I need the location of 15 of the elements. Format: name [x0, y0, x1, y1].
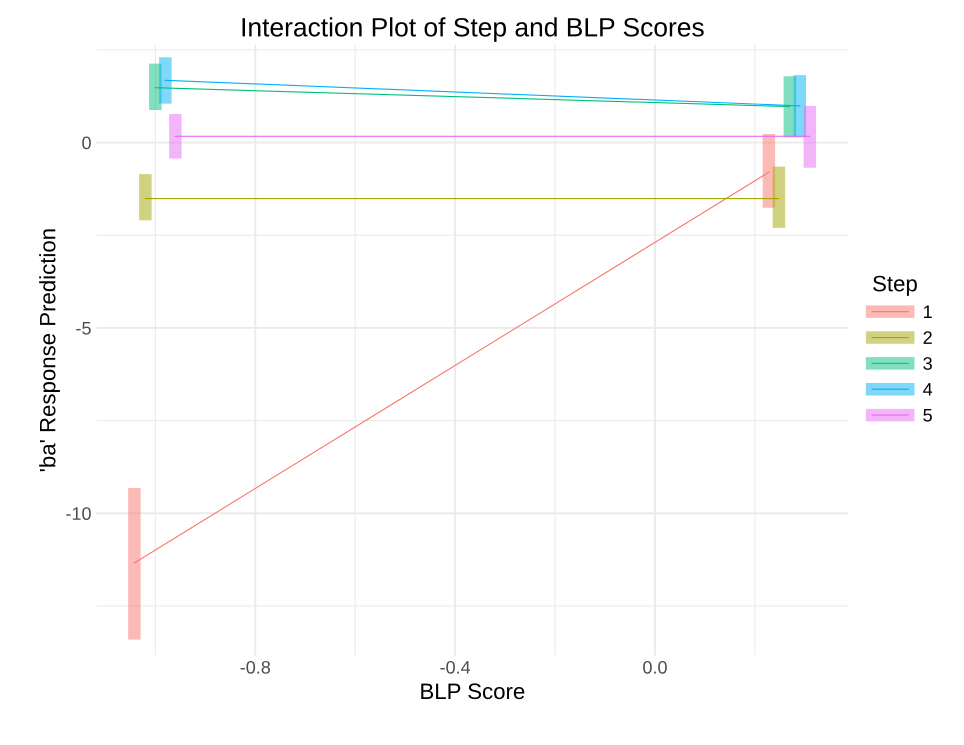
chart-title: Interaction Plot of Step and BLP Scores — [242, 17, 704, 42]
x-tick-label: -0.4 — [440, 660, 470, 674]
legend-label: 3 — [923, 357, 932, 370]
y-tick-label: 0 — [82, 136, 91, 150]
x-tick-label: 0.0 — [643, 660, 667, 674]
legend-title: Step — [873, 276, 917, 296]
legend-label: 2 — [924, 331, 932, 344]
legend-label: 5 — [923, 408, 932, 422]
y-tick-label: -10 — [66, 507, 91, 520]
y-tick-label: -5 — [76, 322, 91, 335]
x-tick-label: -0.8 — [240, 660, 270, 674]
y-axis-title: 'ba' Response Prediction — [39, 229, 60, 472]
legend-label: 1 — [924, 306, 932, 318]
x-axis-title: BLP Score — [421, 683, 524, 700]
legend-label: 4 — [923, 383, 932, 396]
